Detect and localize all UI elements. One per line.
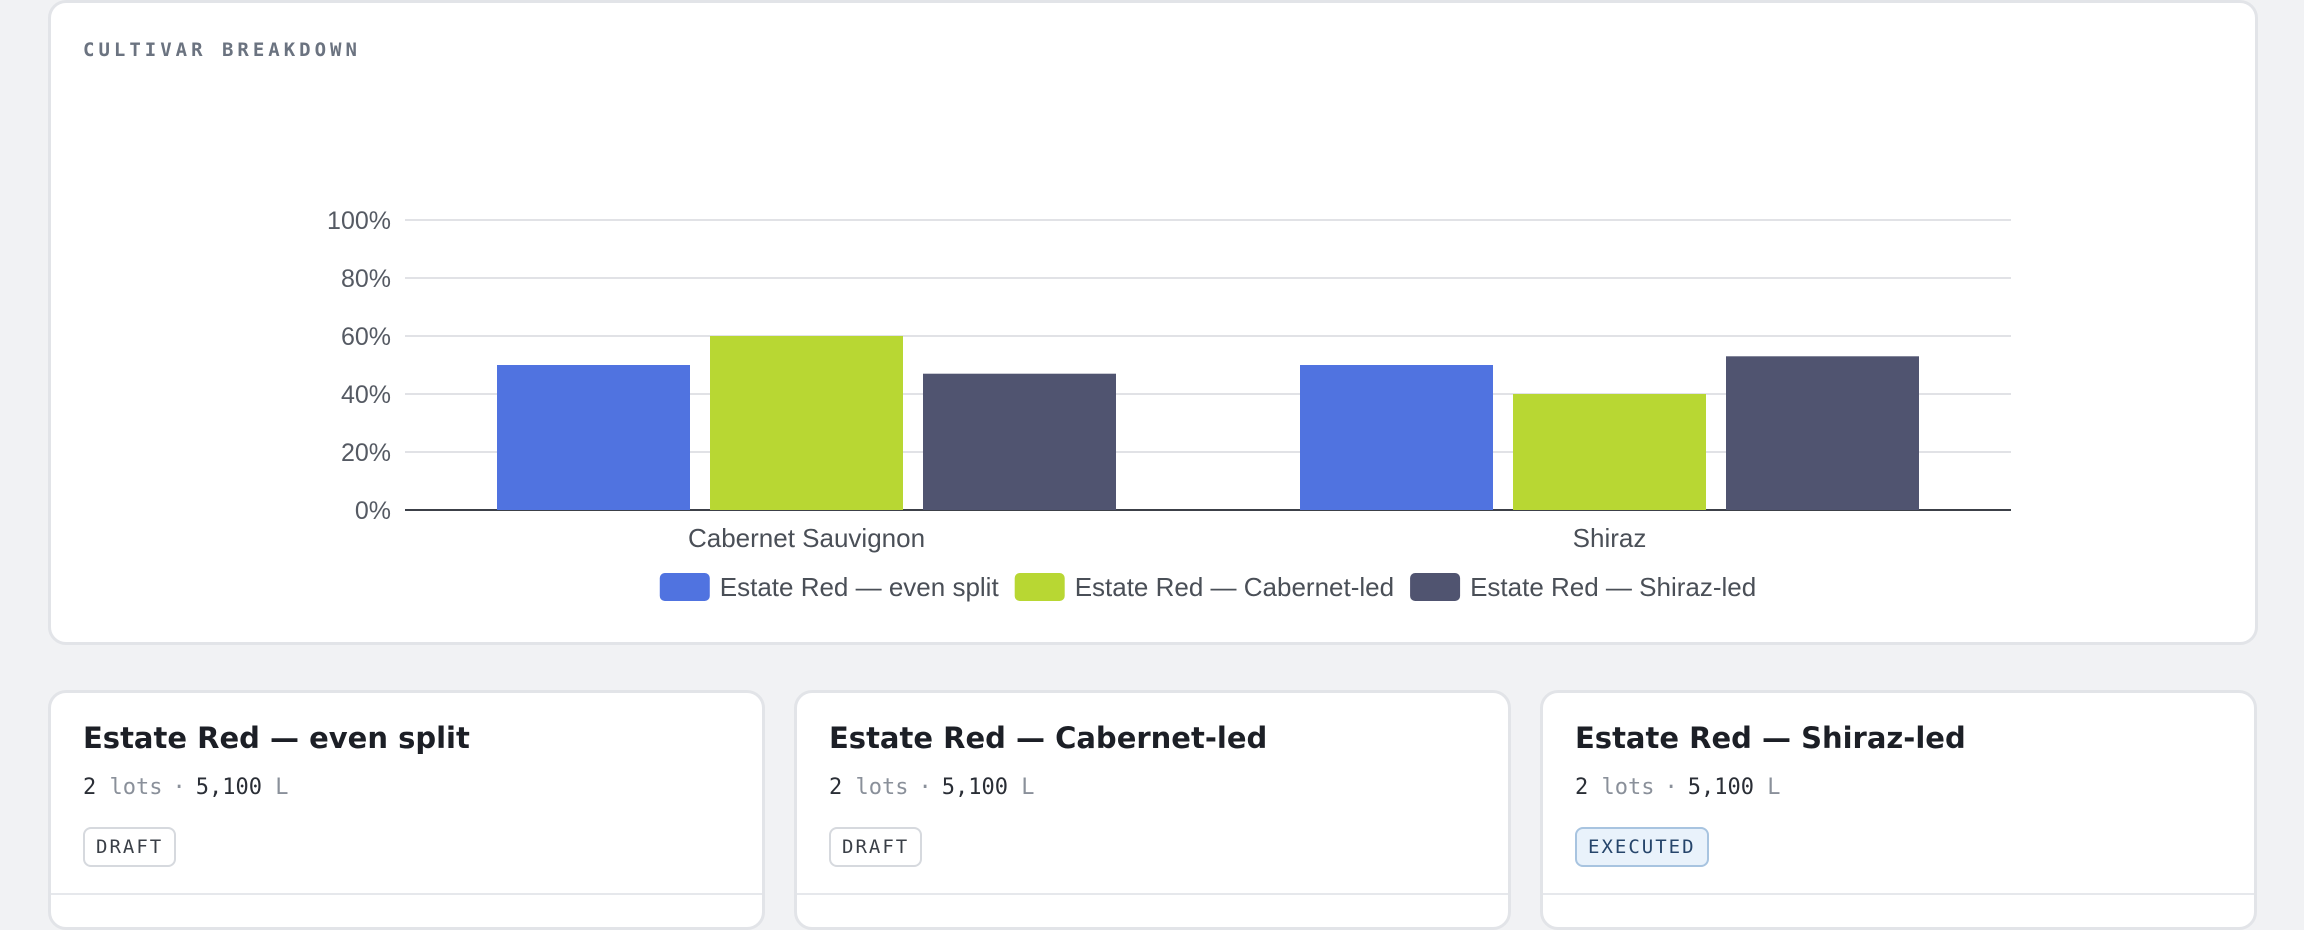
cultivar-breakdown-panel: CULTIVAR BREAKDOWN 0% 20% 40% 60% 80% 100% Cab… [48,0,2258,645]
card-title: Estate Red — Cabernet-led [829,721,1268,755]
legend-label: Estate Red — Shiraz-led [1470,572,1756,602]
legend-label: Estate Red — Cabernet-led [1075,572,1394,602]
status-badge: EXECUTED [1575,827,1709,867]
volume-unit: L [1767,775,1781,800]
status-badge: DRAFT [83,827,177,867]
volume-unit: L [275,775,289,800]
volume-unit: L [1021,775,1035,800]
lots-unit: lots [1601,775,1655,800]
bar [497,365,690,510]
meta-separator: · [918,775,932,800]
y-tick-label: 100% [327,207,391,235]
lots-count: 2 [83,775,97,800]
legend-swatch [1014,573,1065,601]
y-tick-label: 40% [341,381,391,409]
legend-swatch [1410,573,1461,601]
lots-count: 2 [829,775,843,800]
y-tick-label: 60% [341,323,391,351]
lots-unit: lots [109,775,163,800]
card-divider [1543,893,2254,895]
card-meta: 2 lots · 5,100 L [829,775,1034,800]
card-meta: 2 lots · 5,100 L [1575,775,1780,800]
volume-value: 5,100 [195,775,262,800]
bar [1513,394,1706,510]
lots-count: 2 [1575,775,1589,800]
card-title: Estate Red — even split [83,721,470,755]
section-title: CULTIVAR BREAKDOWN [83,39,361,61]
legend-swatch [659,573,710,601]
legend-label: Estate Red — even split [720,572,1000,602]
bar [1726,356,1919,510]
volume-value: 5,100 [1687,775,1754,800]
meta-separator: · [172,775,186,800]
blend-card-shiraz-led[interactable]: Estate Red — Shiraz-led 2 lots · 5,100 L E… [1540,690,2257,930]
cultivar-bar-chart: 0% 20% 40% 60% 80% 100% Cabernet Sauvignon Shir… [327,207,2011,602]
lots-unit: lots [855,775,909,800]
blend-card-cabernet-led[interactable]: Estate Red — Cabernet-led 2 lots · 5,100 L… [794,690,1511,930]
volume-value: 5,100 [941,775,1008,800]
status-badge: DRAFT [829,827,923,867]
blend-card-even-split[interactable]: Estate Red — even split 2 lots · 5,100 L D… [48,690,765,930]
y-tick-label: 20% [341,439,391,467]
x-category-label: Shiraz [1573,523,1647,553]
y-tick-label: 80% [341,265,391,293]
card-meta: 2 lots · 5,100 L [83,775,288,800]
bar [923,373,1116,510]
y-tick-label: 0% [355,497,391,525]
meta-separator: · [1664,775,1678,800]
card-title: Estate Red — Shiraz-led [1575,721,1966,755]
x-category-label: Cabernet Sauvignon [688,523,925,553]
bar [1300,365,1493,510]
bar [710,336,903,510]
card-divider [797,893,1508,895]
card-divider [51,893,762,895]
